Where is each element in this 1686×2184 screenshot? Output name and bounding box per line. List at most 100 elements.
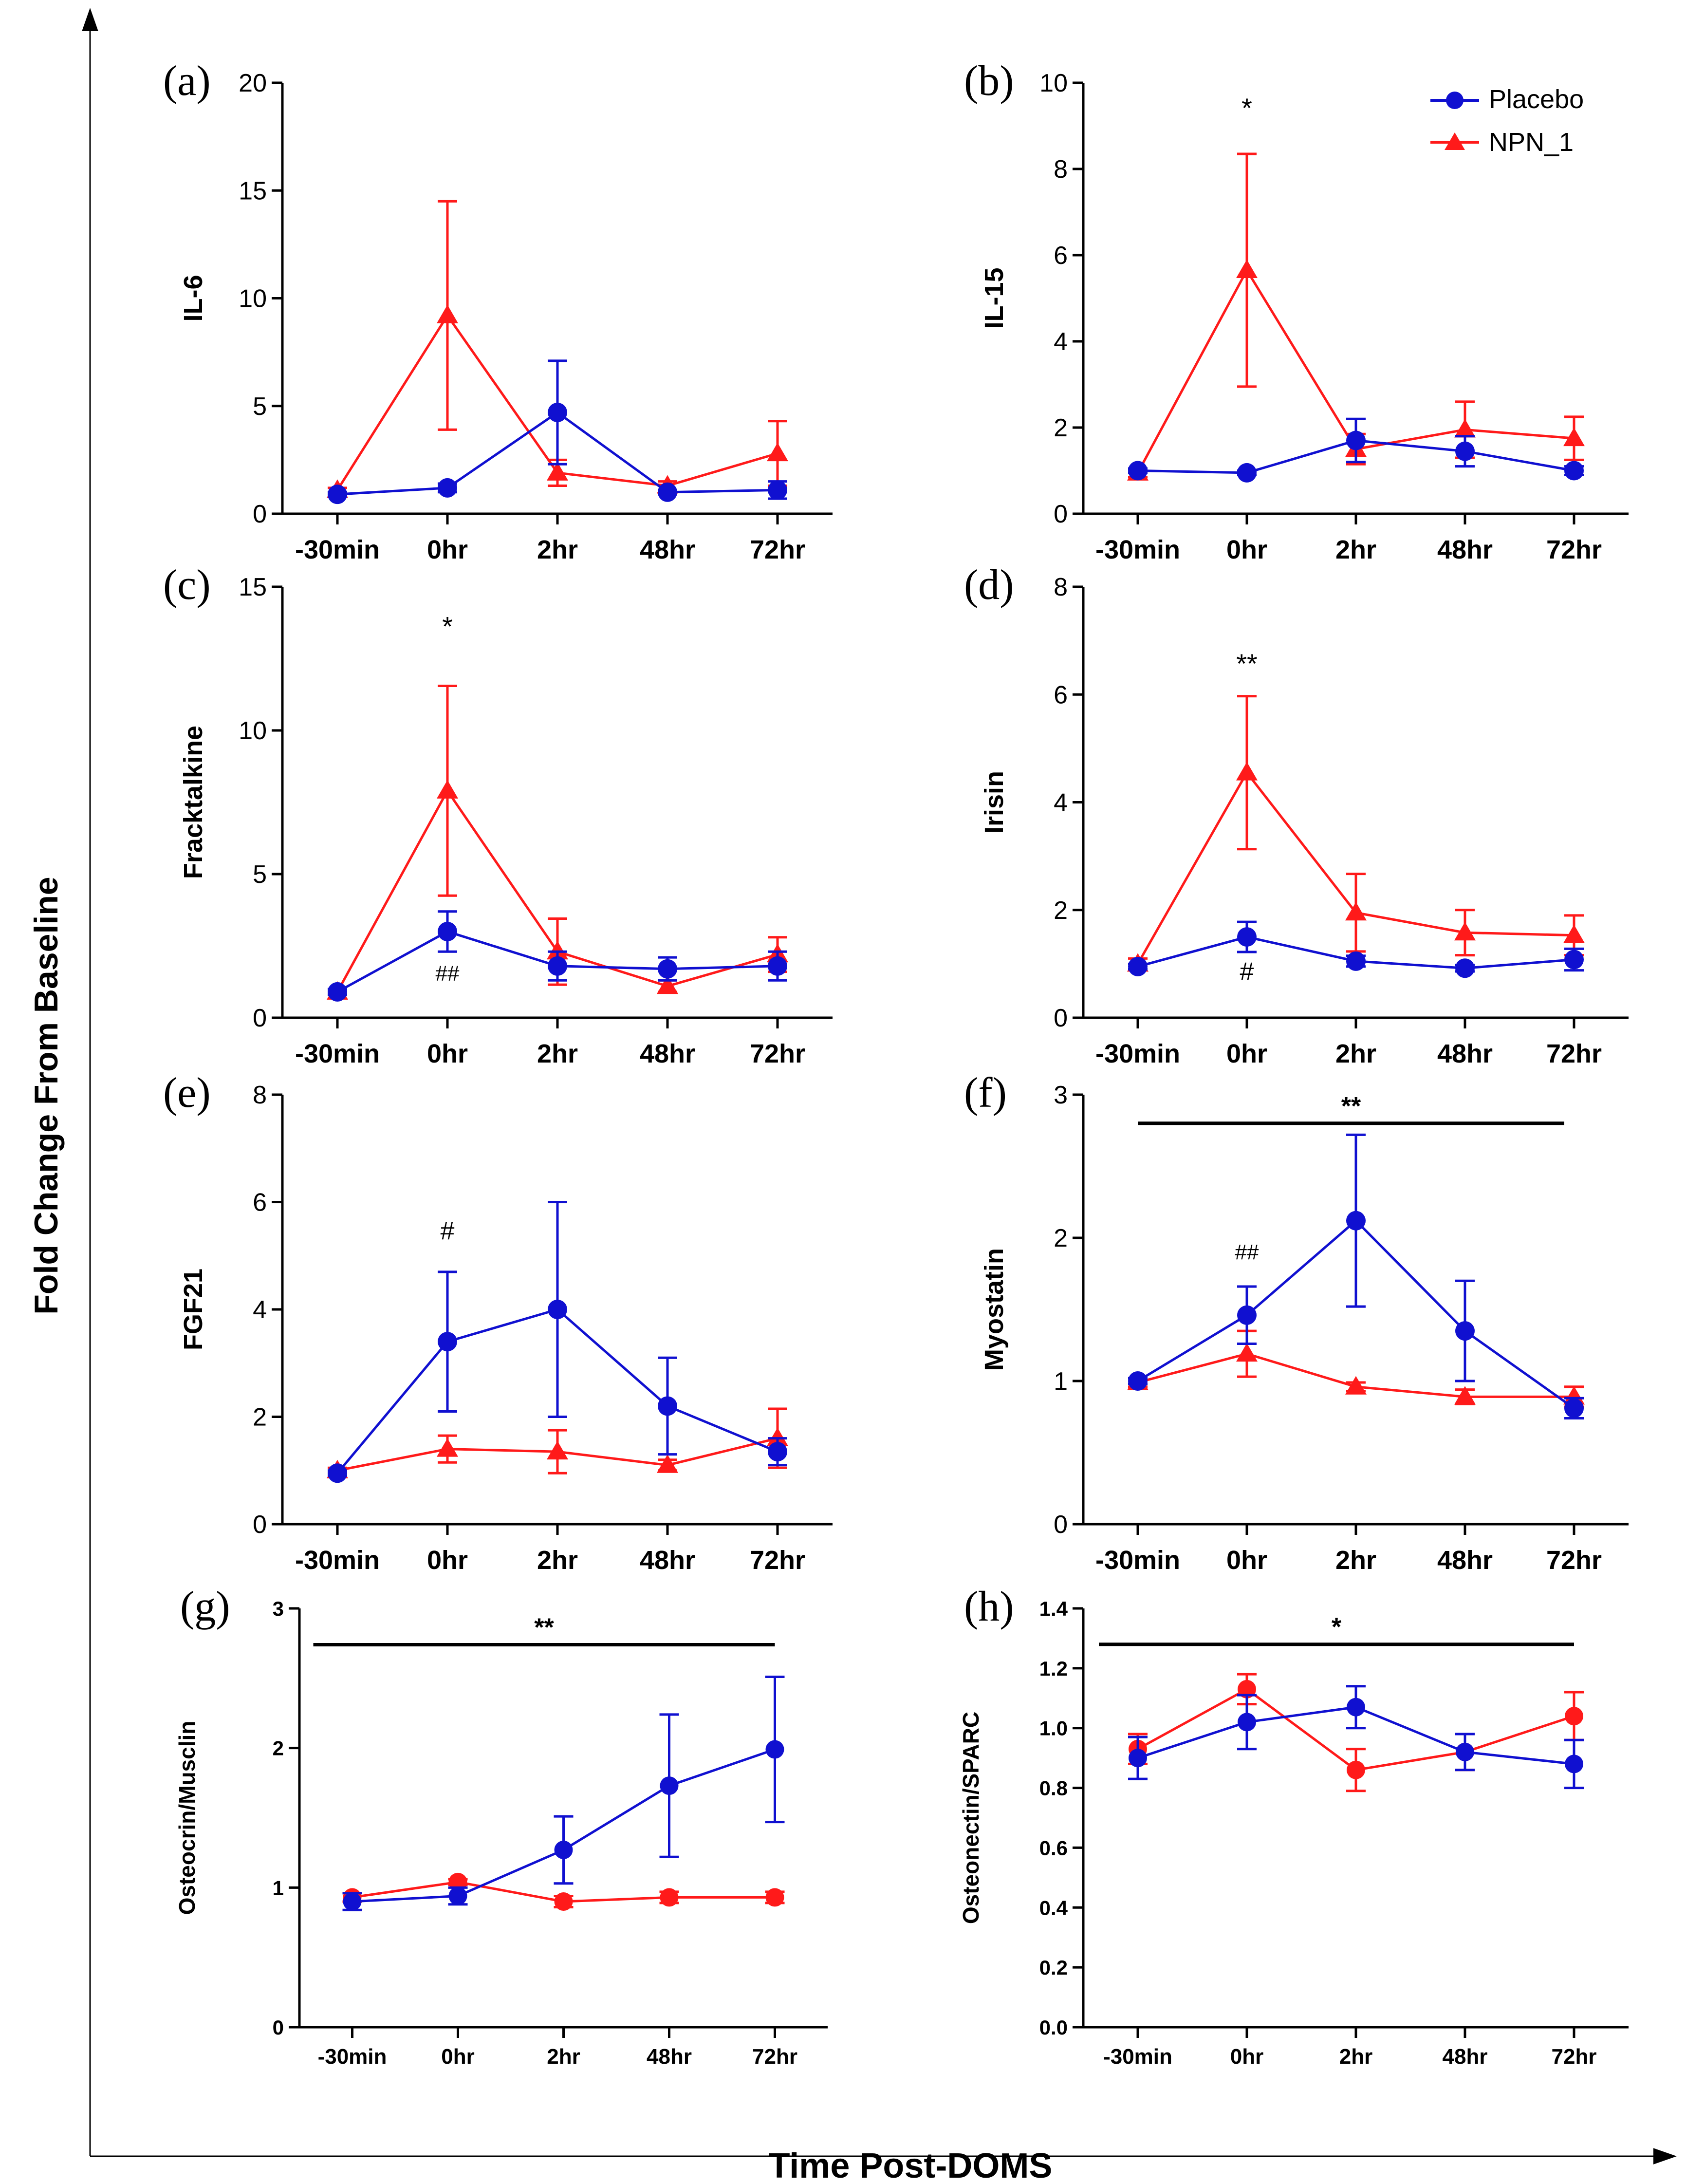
panel-a: (a) 0 5 10 15 20 -30min 0hr 2hr 48hr 72hr IL-6 bbox=[163, 57, 833, 564]
data-point bbox=[765, 1740, 784, 1759]
x-tick-label: 0hr bbox=[427, 1546, 468, 1575]
figure-y-label: Fold Change From Baseline bbox=[28, 877, 65, 1314]
data-point bbox=[1455, 958, 1475, 978]
y-tick-label: 0.6 bbox=[1039, 1836, 1068, 1859]
data-point bbox=[660, 1776, 679, 1795]
y-tick-label: 2 bbox=[1054, 414, 1068, 442]
y-tick-label: 0.2 bbox=[1039, 1956, 1068, 1979]
data-point bbox=[1128, 1371, 1148, 1391]
data-point bbox=[1563, 1386, 1585, 1405]
x-tick-label: 2hr bbox=[1335, 1039, 1376, 1068]
data-point bbox=[1454, 922, 1476, 941]
series-placebo bbox=[1128, 1133, 1584, 1419]
data-point bbox=[1564, 461, 1584, 481]
data-point bbox=[1237, 1305, 1257, 1325]
legend: Placebo NPN_1 bbox=[1430, 85, 1584, 157]
data-point bbox=[658, 1396, 677, 1416]
data-point bbox=[1563, 428, 1585, 447]
x-tick-label: -30min bbox=[318, 2045, 387, 2069]
y-axis-label: Osteocrin/Musclin bbox=[174, 1721, 200, 1915]
data-point bbox=[657, 1454, 678, 1473]
y-tick-label: 3 bbox=[273, 1597, 284, 1620]
x-tick-label: -30min bbox=[1095, 1039, 1180, 1068]
y-axis-label: FGF21 bbox=[179, 1269, 208, 1350]
series-npn1 bbox=[1127, 1329, 1585, 1408]
panel-label: (e) bbox=[163, 1069, 211, 1117]
data-point bbox=[1347, 1760, 1365, 1779]
data-point bbox=[547, 941, 568, 960]
annotation: # bbox=[441, 1217, 455, 1246]
data-point bbox=[1236, 259, 1258, 278]
data-point bbox=[1345, 1376, 1367, 1395]
data-point bbox=[1456, 1742, 1474, 1761]
y-tick-label: 0 bbox=[1054, 1511, 1068, 1539]
y-tick-label: 0 bbox=[1054, 1004, 1068, 1032]
data-point bbox=[1347, 1698, 1365, 1717]
x-tick-label: 72hr bbox=[1546, 1039, 1602, 1068]
x-tick-label: 72hr bbox=[750, 535, 805, 564]
data-point bbox=[1563, 924, 1585, 943]
x-tick-label: 2hr bbox=[537, 1039, 578, 1068]
y-tick-label: 0 bbox=[1054, 500, 1068, 528]
y-tick-label: 15 bbox=[239, 573, 267, 601]
y-tick-label: 6 bbox=[253, 1189, 267, 1217]
figure-x-label: Time Post-DOMS bbox=[769, 2147, 1053, 2184]
x-tick-label: 0hr bbox=[1226, 1039, 1267, 1068]
panel-f: (f) 0 1 2 3 -30min 0hr 2hr 48hr 72hr Myostatin ** ## bbox=[964, 1069, 1629, 1575]
y-tick-label: 0.4 bbox=[1039, 1896, 1068, 1919]
data-point bbox=[1346, 1211, 1366, 1231]
y-tick-label: 6 bbox=[1054, 681, 1068, 709]
y-axis-label: Myostatin bbox=[980, 1248, 1009, 1371]
panel-g: (g) 0 1 2 3 -30min 0hr 2hr 48hr 72hr Osteocrin/Mus… bbox=[174, 1583, 828, 2069]
x-tick-label: 72hr bbox=[1546, 1546, 1602, 1575]
y-tick-label: 4 bbox=[1054, 328, 1068, 356]
y-tick-label: 5 bbox=[253, 860, 267, 889]
annotation: ** bbox=[1236, 648, 1258, 679]
y-axis-label: IL-15 bbox=[980, 267, 1009, 329]
data-point bbox=[438, 922, 457, 941]
y-tick-label: 1.2 bbox=[1039, 1657, 1068, 1680]
x-tick-label: 0hr bbox=[427, 1039, 468, 1068]
x-tick-label: -30min bbox=[1095, 1546, 1180, 1575]
data-point bbox=[554, 1840, 573, 1859]
y-tick-label: 8 bbox=[1054, 573, 1068, 601]
panel-e: (e) 0 2 4 6 8 -30min 0hr 2hr 48hr 72hr FGF21 # bbox=[163, 1069, 833, 1575]
y-tick-label: 4 bbox=[253, 1296, 267, 1324]
data-point bbox=[1238, 1680, 1256, 1699]
legend-npn1-marker bbox=[1445, 132, 1465, 150]
annotation: * bbox=[442, 611, 453, 641]
y-tick-label: 10 bbox=[239, 717, 267, 745]
x-tick-label: -30min bbox=[295, 1039, 380, 1068]
x-tick-label: 48hr bbox=[647, 2045, 692, 2069]
series-placebo bbox=[342, 1675, 785, 1911]
y-tick-label: 6 bbox=[1054, 242, 1068, 270]
x-tick-label: 2hr bbox=[1335, 535, 1376, 564]
data-point bbox=[328, 485, 347, 504]
y-tick-label: 10 bbox=[239, 285, 267, 313]
panel-label: (h) bbox=[964, 1583, 1014, 1630]
series-placebo bbox=[1128, 920, 1584, 978]
data-point bbox=[1236, 1343, 1258, 1362]
panel-label: (g) bbox=[180, 1583, 230, 1630]
data-point bbox=[1455, 441, 1475, 461]
x-tick-label: 72hr bbox=[750, 1039, 805, 1068]
y-axis-label: Osteonectin/SPARC bbox=[958, 1712, 983, 1924]
y-tick-label: 2 bbox=[1054, 1224, 1068, 1252]
series-placebo bbox=[1128, 417, 1584, 483]
annotation: * bbox=[1241, 93, 1252, 123]
data-point bbox=[767, 1427, 788, 1446]
data-point bbox=[768, 1442, 787, 1462]
data-point bbox=[1237, 463, 1257, 483]
data-point bbox=[548, 403, 567, 423]
x-tick-label: 48hr bbox=[1437, 1546, 1493, 1575]
y-tick-label: 0 bbox=[253, 500, 267, 528]
x-tick-label: -30min bbox=[1095, 535, 1180, 564]
data-point bbox=[1565, 1707, 1583, 1726]
y-tick-label: 1.0 bbox=[1039, 1717, 1068, 1740]
y-tick-label: 15 bbox=[239, 177, 267, 205]
data-point bbox=[438, 1332, 457, 1352]
y-tick-label: 1.4 bbox=[1039, 1597, 1068, 1620]
significance-label: * bbox=[1332, 1613, 1342, 1642]
series-placebo bbox=[328, 910, 787, 1002]
data-point bbox=[768, 956, 787, 976]
